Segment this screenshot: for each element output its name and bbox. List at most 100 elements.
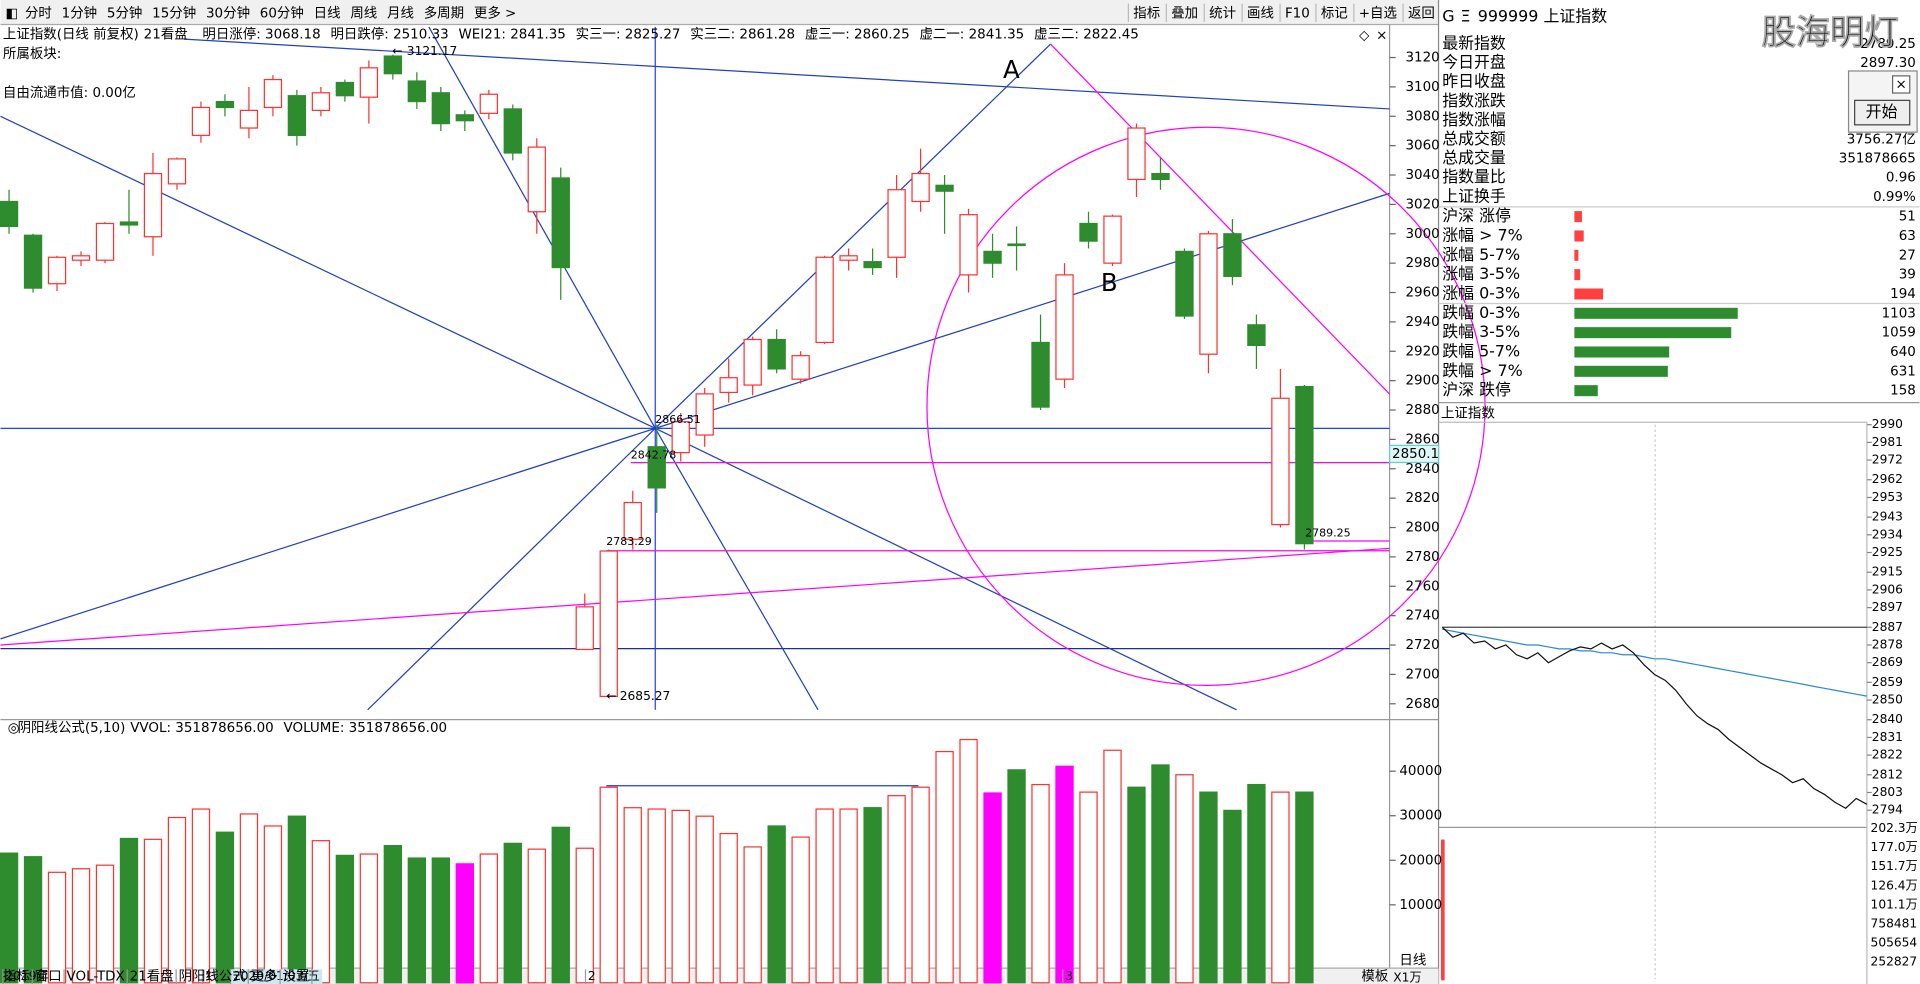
- volume-bar: [527, 848, 546, 984]
- breadth-bar: [1574, 327, 1732, 339]
- volume-bar: [503, 842, 522, 984]
- candle-body: [167, 158, 187, 185]
- bottom-tab[interactable]: VOL-TDX: [67, 970, 125, 984]
- volume-title: 阴阳线公式(5,10): [18, 720, 126, 736]
- average-line: [1442, 628, 1868, 697]
- volume-bar: [599, 786, 618, 984]
- toolbar-tab[interactable]: 15分钟: [152, 4, 196, 21]
- y-tick-label: 3040: [1405, 168, 1439, 183]
- volume-bar: [191, 808, 211, 984]
- indicator-value: 虚三一: 2860.25: [805, 26, 910, 42]
- toolbar-button[interactable]: 统计: [1209, 5, 1236, 21]
- breadth-label: 涨幅 3-5%: [1442, 264, 1520, 283]
- quote-label: 上证换手: [1442, 186, 1506, 205]
- bottom-tab[interactable]: 窗口: [35, 968, 62, 984]
- annotation: 2842.78: [631, 448, 677, 461]
- start-button-label: 开始: [1866, 102, 1898, 121]
- toolbar-button[interactable]: F10: [1285, 6, 1310, 21]
- volume-label: 151.7万: [1871, 859, 1918, 873]
- current-price-box: [1388, 444, 1440, 464]
- candle-body: [1127, 127, 1146, 181]
- volume-bar: [263, 825, 283, 984]
- volume-unit: X1万: [1393, 970, 1421, 984]
- toolbar-button[interactable]: 画线: [1247, 5, 1274, 21]
- volume-bar: [887, 795, 906, 984]
- panel-name: 21看盘: [144, 25, 188, 42]
- quote-label: 最新指数: [1442, 34, 1506, 53]
- y-tick-label: 2859: [1872, 675, 1903, 689]
- toolbar-tab[interactable]: 5分钟: [107, 4, 142, 21]
- toolbar-tab[interactable]: 多周期: [424, 4, 464, 21]
- flag: G: [1442, 7, 1454, 26]
- quote-label: 昨日收盘: [1442, 72, 1506, 91]
- quote-value: 0.99%: [1873, 190, 1916, 205]
- close-x: ×: [1896, 77, 1907, 92]
- y-tick-label: 10000: [1399, 898, 1442, 913]
- y-tick-label: 2940: [1405, 315, 1439, 330]
- x-tick-label: 2020/01/03/五: [233, 969, 320, 983]
- start-button[interactable]: [1854, 99, 1911, 126]
- volume-bar: [1271, 791, 1290, 984]
- template-button[interactable]: 模板: [1361, 969, 1388, 984]
- breadth-label: 跌幅 3-5%: [1442, 322, 1520, 341]
- breadth-value: 51: [1899, 210, 1916, 225]
- candle-body: [695, 393, 714, 436]
- breadth-label: 跌幅 > 7%: [1442, 361, 1523, 380]
- dialog-close[interactable]: [1891, 75, 1911, 94]
- toolbar-tab[interactable]: 1分钟: [62, 4, 97, 21]
- chart-title: 上证指数(日线 前复权): [3, 25, 139, 42]
- intraday-open-volume: [1440, 839, 1445, 981]
- fan-line: [0, 427, 656, 640]
- arrow: ←: [392, 44, 402, 58]
- circle: [926, 126, 1486, 686]
- candle-body: [287, 95, 307, 136]
- breadth-value: 640: [1890, 345, 1916, 360]
- toolbar-button[interactable]: 指标: [1133, 5, 1160, 21]
- toolbar-tab[interactable]: 更多 >: [474, 4, 516, 21]
- bottom-tab[interactable]: 阴阳线公式: [179, 969, 246, 984]
- breadth-label: 沪深 跌停: [1442, 380, 1511, 399]
- price-line: [1441, 626, 1868, 810]
- volume-bar: [1223, 809, 1242, 984]
- breadth-label: 跌幅 5-7%: [1442, 341, 1520, 360]
- y-tick-label: 2760: [1405, 579, 1439, 594]
- bottom-tab[interactable]: 指标: [3, 969, 30, 984]
- candle-body: [1031, 341, 1050, 408]
- y-tick-label: 30000: [1399, 809, 1442, 824]
- toolbar-button[interactable]: 标记: [1321, 5, 1348, 21]
- volume-label: 505654: [1871, 936, 1918, 950]
- breadth-bar: [1574, 249, 1579, 261]
- volume-bar: [551, 826, 570, 984]
- toolbar-button[interactable]: 叠加: [1171, 5, 1198, 21]
- y-tick-label: 2720: [1405, 638, 1439, 653]
- toolbar-tab[interactable]: 30分钟: [206, 4, 250, 21]
- breadth-label: 涨幅 5-7%: [1442, 245, 1520, 264]
- toolbar-button[interactable]: 返回: [1408, 5, 1435, 21]
- bottom-tab[interactable]: 设置: [283, 969, 310, 984]
- toolbar-button[interactable]: +自选: [1359, 5, 1397, 21]
- y-tick-label: 3060: [1405, 139, 1439, 154]
- breadth-bar: [1574, 307, 1738, 319]
- y-tick-label: 2981: [1872, 435, 1903, 449]
- quote-value: 0.96: [1886, 171, 1916, 186]
- x-tick-label: 3: [1065, 969, 1073, 983]
- breadth-label: 涨幅 0-3%: [1442, 283, 1520, 302]
- y-tick-label: 2803: [1872, 785, 1903, 799]
- toolbar-tab[interactable]: 日线: [314, 5, 341, 21]
- indicator-value: 明日跌停: 2510.33: [330, 25, 448, 42]
- volume-bar: [959, 738, 978, 984]
- toolbar-tab[interactable]: 月线: [387, 5, 414, 21]
- y-tick-label: 2900: [1405, 374, 1439, 389]
- candle-body: [1175, 250, 1194, 317]
- bottom-tab[interactable]: 更多: [251, 968, 278, 984]
- fan-line: [428, 26, 656, 429]
- volume-bar: [1175, 774, 1194, 984]
- toolbar-tab[interactable]: 分时: [25, 5, 52, 21]
- y-tick-label: 2740: [1405, 609, 1439, 624]
- bottom-tab[interactable]: 21看盘: [130, 968, 174, 984]
- y-tick-label: 40000: [1399, 764, 1442, 779]
- y-tick-label: 2700: [1405, 667, 1439, 682]
- toolbar-tab[interactable]: 周线: [350, 5, 377, 21]
- toolbar-tab[interactable]: 60分钟: [260, 4, 304, 21]
- candle-body: [911, 172, 930, 203]
